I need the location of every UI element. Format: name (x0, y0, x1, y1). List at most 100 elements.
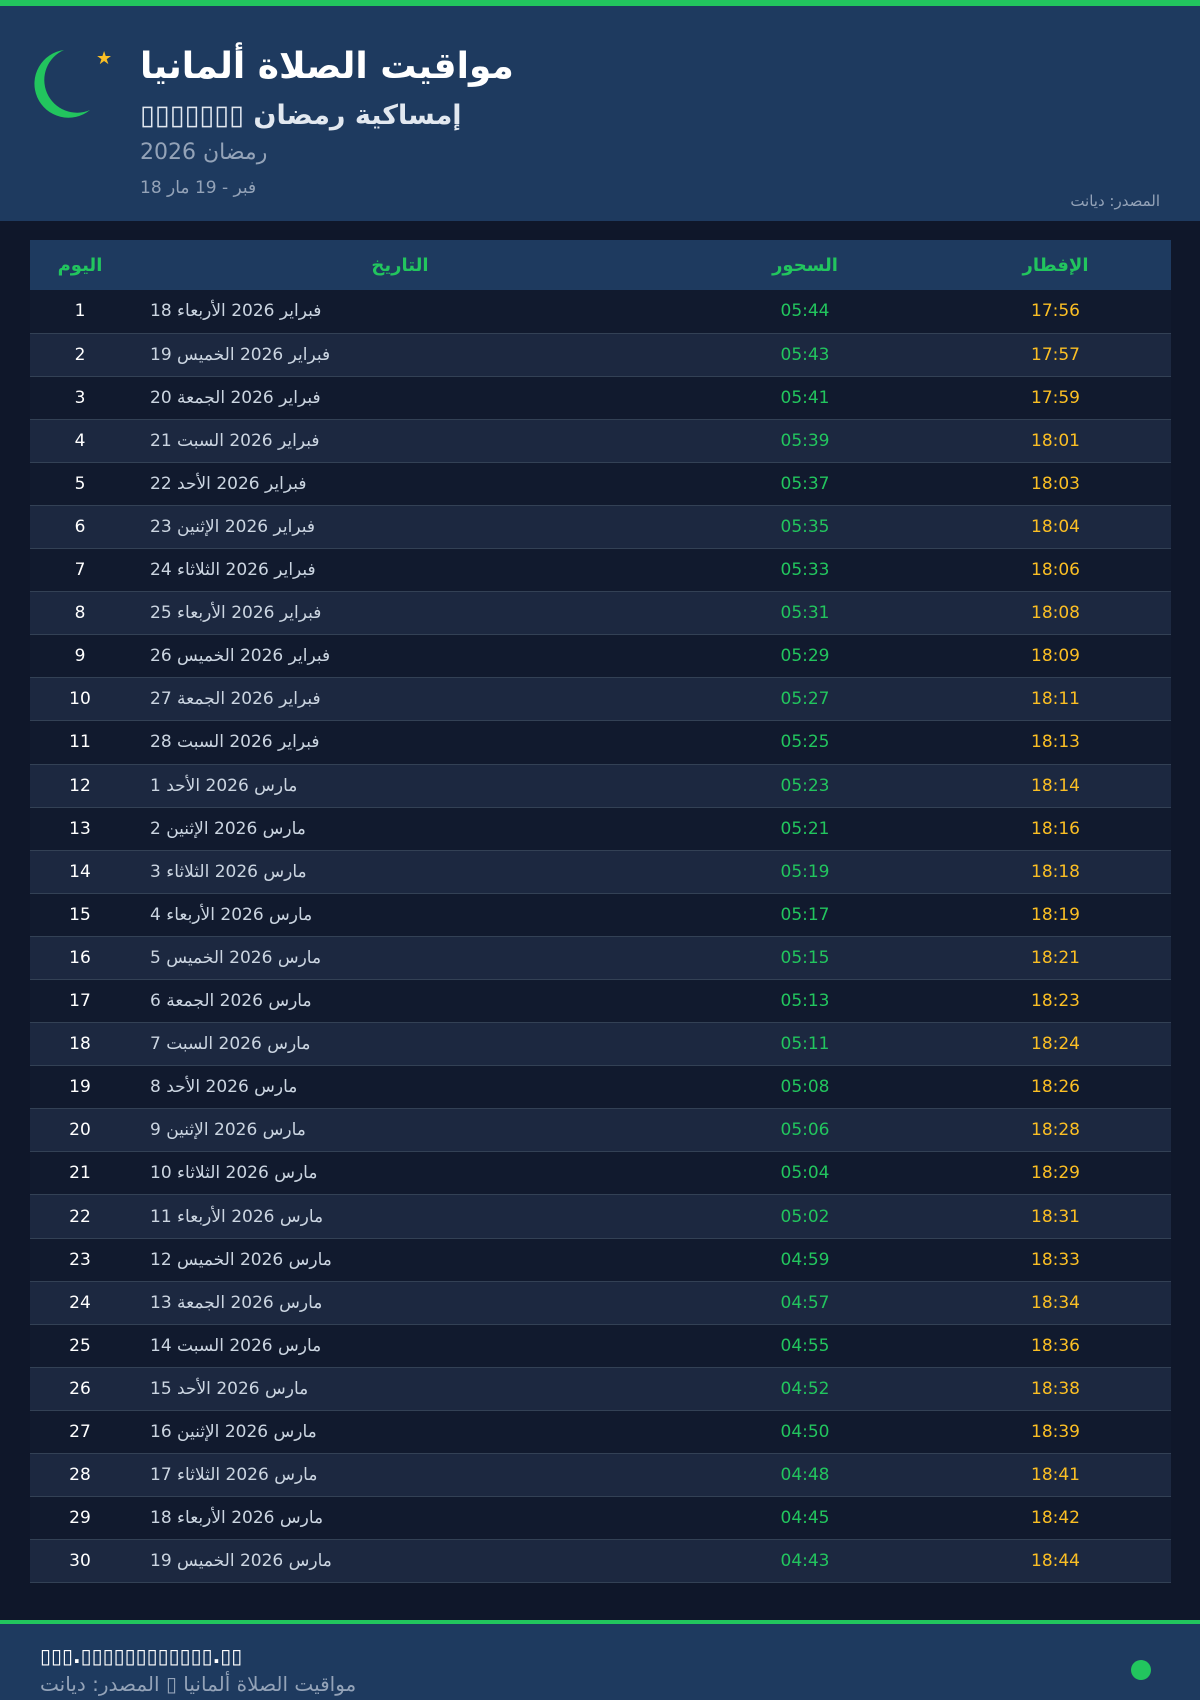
cell-sahur: 05:02 (670, 1194, 940, 1239)
cell-iftar: 18:08 (940, 591, 1171, 636)
ramadan-year: رمضان 2026 (140, 140, 268, 165)
cell-day: 8 (30, 591, 130, 636)
table-row: 7 24 فبراير 2026 الثلاثاء 05:33 18:06 (30, 548, 1171, 593)
cell-date: 28 فبراير 2026 السبت (130, 720, 670, 765)
footer-site-link[interactable]: ▯▯▯.▯▯▯▯▯▯▯▯▯▯▯▯.▯▯ (40, 1644, 243, 1668)
cell-day: 13 (30, 807, 130, 851)
cell-sahur: 05:39 (670, 419, 940, 463)
cell-day: 16 (30, 936, 130, 981)
cell-day: 26 (30, 1367, 130, 1411)
cell-sahur: 05:35 (670, 505, 940, 550)
cell-iftar: 18:21 (940, 936, 1171, 981)
cell-iftar: 18:01 (940, 419, 1171, 463)
cell-date: 22 فبراير 2026 الأحد (130, 462, 670, 506)
cell-sahur: 05:37 (670, 462, 940, 506)
cell-sahur: 05:25 (670, 720, 940, 765)
table-row: 11 28 فبراير 2026 السبت 05:25 18:13 (30, 720, 1171, 765)
cell-sahur: 05:41 (670, 376, 940, 420)
cell-iftar: 18:26 (940, 1065, 1171, 1110)
header-day: اليوم (30, 240, 130, 290)
cell-day: 25 (30, 1324, 130, 1368)
cell-date: 2 مارس 2026 الإثنين (130, 807, 670, 851)
star-icon: ★ (96, 48, 113, 69)
cell-date: 5 مارس 2026 الخميس (130, 936, 670, 981)
cell-sahur: 05:27 (670, 677, 940, 722)
table-row: 6 23 فبراير 2026 الإثنين 05:35 18:04 (30, 505, 1171, 550)
table-row: 21 10 مارس 2026 الثلاثاء 05:04 18:29 (30, 1151, 1171, 1196)
cell-day: 4 (30, 419, 130, 463)
table-row: 1 18 فبراير 2026 الأربعاء 05:44 17:56 (30, 290, 1171, 334)
cell-iftar: 18:28 (940, 1108, 1171, 1153)
cell-day: 1 (30, 290, 130, 334)
cell-sahur: 04:52 (670, 1367, 940, 1411)
cell-iftar: 18:38 (940, 1367, 1171, 1411)
cell-date: 18 فبراير 2026 الأربعاء (130, 290, 670, 334)
cell-iftar: 18:34 (940, 1281, 1171, 1325)
cell-date: 20 فبراير 2026 الجمعة (130, 376, 670, 420)
cell-sahur: 05:44 (670, 290, 940, 334)
cell-sahur: 04:59 (670, 1238, 940, 1282)
table-row: 4 21 فبراير 2026 السبت 05:39 18:01 (30, 419, 1171, 463)
cell-sahur: 05:29 (670, 634, 940, 679)
cell-day: 27 (30, 1410, 130, 1455)
cell-date: 26 فبراير 2026 الخميس (130, 634, 670, 679)
cell-date: 27 فبراير 2026 الجمعة (130, 677, 670, 722)
cell-day: 18 (30, 1022, 130, 1067)
source-label: المصدر: ديانت (1070, 192, 1160, 210)
cell-date: 12 مارس 2026 الخميس (130, 1238, 670, 1282)
cell-iftar: 18:44 (940, 1539, 1171, 1584)
page-title: مواقيت الصلاة ألمانيا (140, 46, 514, 87)
cell-iftar: 18:31 (940, 1194, 1171, 1239)
date-range: 18 فبر - 19 مار (140, 178, 257, 198)
table-row: 30 19 مارس 2026 الخميس 04:43 18:44 (30, 1539, 1171, 1584)
cell-date: 21 فبراير 2026 السبت (130, 419, 670, 463)
cell-iftar: 18:41 (940, 1453, 1171, 1498)
table-row: 19 8 مارس 2026 الأحد 05:08 18:26 (30, 1065, 1171, 1110)
table-row: 27 16 مارس 2026 الإثنين 04:50 18:39 (30, 1410, 1171, 1455)
footer-text: مواقيت الصلاة ألمانيا ▯ المصدر: ديانت (40, 1672, 357, 1696)
cell-day: 19 (30, 1065, 130, 1110)
header-iftar: الإفطار (940, 240, 1171, 290)
cell-date: 16 مارس 2026 الإثنين (130, 1410, 670, 1455)
cell-sahur: 04:48 (670, 1453, 940, 1498)
table-row: 24 13 مارس 2026 الجمعة 04:57 18:34 (30, 1281, 1171, 1325)
table-row: 26 15 مارس 2026 الأحد 04:52 18:38 (30, 1367, 1171, 1411)
table-row: 28 17 مارس 2026 الثلاثاء 04:48 18:41 (30, 1453, 1171, 1498)
cell-date: 14 مارس 2026 السبت (130, 1324, 670, 1368)
top-accent-bar (0, 0, 1200, 6)
cell-day: 21 (30, 1151, 130, 1196)
cell-iftar: 17:56 (940, 290, 1171, 334)
cell-day: 3 (30, 376, 130, 420)
cell-sahur: 04:50 (670, 1410, 940, 1455)
cell-iftar: 18:33 (940, 1238, 1171, 1282)
table-row: 25 14 مارس 2026 السبت 04:55 18:36 (30, 1324, 1171, 1368)
cell-iftar: 18:03 (940, 462, 1171, 506)
header: ★ مواقيت الصلاة ألمانيا ▯▯▯▯▯▯▯ إمساكية … (0, 6, 1200, 221)
cell-iftar: 18:06 (940, 548, 1171, 593)
cell-date: 9 مارس 2026 الإثنين (130, 1108, 670, 1153)
cell-sahur: 05:33 (670, 548, 940, 593)
cell-day: 12 (30, 764, 130, 808)
cell-iftar: 18:39 (940, 1410, 1171, 1455)
cell-iftar: 18:23 (940, 979, 1171, 1024)
cell-day: 22 (30, 1194, 130, 1239)
cell-day: 10 (30, 677, 130, 722)
header-date: التاريخ (130, 240, 670, 290)
cell-day: 30 (30, 1539, 130, 1584)
cell-sahur: 04:43 (670, 1539, 940, 1584)
table-row: 23 12 مارس 2026 الخميس 04:59 18:33 (30, 1238, 1171, 1282)
cell-iftar: 17:57 (940, 333, 1171, 377)
cell-day: 24 (30, 1281, 130, 1325)
cell-sahur: 05:23 (670, 764, 940, 808)
cell-sahur: 05:43 (670, 333, 940, 377)
cell-sahur: 05:08 (670, 1065, 940, 1110)
cell-iftar: 18:24 (940, 1022, 1171, 1067)
table-header: اليوم التاريخ السحور الإفطار (30, 240, 1171, 290)
cell-day: 9 (30, 634, 130, 679)
table-row: 3 20 فبراير 2026 الجمعة 05:41 17:59 (30, 376, 1171, 420)
cell-date: 7 مارس 2026 السبت (130, 1022, 670, 1067)
table-row: 15 4 مارس 2026 الأربعاء 05:17 18:19 (30, 893, 1171, 937)
cell-iftar: 18:11 (940, 677, 1171, 722)
table-row: 14 3 مارس 2026 الثلاثاء 05:19 18:18 (30, 850, 1171, 894)
cell-date: 25 فبراير 2026 الأربعاء (130, 591, 670, 636)
